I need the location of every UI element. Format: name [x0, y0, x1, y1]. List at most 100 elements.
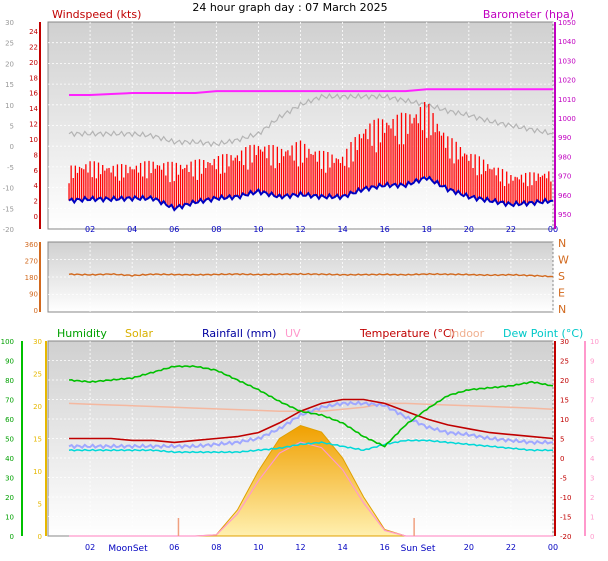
y-tick-label: 0	[34, 307, 38, 315]
y-tick-label: 4	[590, 455, 595, 463]
y-tick-label: 360	[25, 241, 38, 249]
x-tick-label: 08	[211, 543, 221, 552]
x-tick-label: 06	[169, 225, 179, 234]
y-tick-label: 1050	[558, 19, 576, 27]
barometer-label: Barometer (hpa)	[483, 8, 574, 21]
y-tick-label: 0	[34, 213, 38, 221]
x-tick-label: 12	[295, 225, 305, 234]
legend-temperature: Temperature (°C)	[359, 327, 455, 340]
y-tick-label: 30	[5, 19, 14, 27]
y-tick-label: 0	[10, 533, 14, 541]
y-tick-label: 2	[590, 494, 594, 502]
grey-temperature-line	[68, 92, 554, 148]
y-tick-label: 1000	[558, 115, 576, 123]
compass-label: W	[558, 254, 569, 267]
y-tick-label: 5	[10, 123, 14, 131]
y-tick-label: 25	[560, 358, 569, 366]
y-tick-label: 20	[5, 494, 14, 502]
x-tick-label: 00	[548, 225, 558, 234]
y-tick-label: 0	[590, 533, 594, 541]
wind-average-line	[68, 175, 554, 212]
y-tick-label: 30	[33, 338, 42, 346]
y-tick-label: 80	[5, 377, 14, 385]
x-tick-label: 02	[85, 543, 95, 552]
y-tick-label: 70	[5, 397, 14, 405]
x-tick-label: 14	[337, 543, 347, 552]
legend-rainfall: Rainfall (mm)	[202, 327, 276, 340]
y-tick-label: 10	[560, 416, 569, 424]
legend-dew-point: Dew Point (°C)	[503, 327, 583, 340]
y-tick-label: 20	[560, 377, 569, 385]
y-tick-label: -5	[560, 475, 567, 483]
legend-uv: UV	[285, 327, 301, 340]
y-tick-label: -20	[3, 226, 14, 234]
y-tick-label: 3	[590, 475, 594, 483]
y-tick-label: 970	[558, 173, 571, 181]
x-tick-label: 12	[295, 543, 305, 552]
y-tick-label: 1040	[558, 38, 576, 46]
legend-humidity: Humidity	[57, 327, 107, 340]
compass-label: N	[558, 237, 566, 250]
x-tick-label: 08	[211, 225, 221, 234]
windspeed-label: Windspeed (kts)	[52, 8, 141, 21]
y-tick-label: 1	[590, 514, 594, 522]
y-tick-label: 15	[33, 436, 42, 444]
y-tick-label: 4	[34, 182, 39, 190]
y-tick-label: 24	[29, 28, 38, 36]
y-tick-label: -15	[560, 514, 571, 522]
x-tick-label: 16	[380, 225, 390, 234]
y-tick-label: 10	[5, 102, 14, 110]
y-tick-label: 60	[5, 416, 14, 424]
y-tick-label: 1020	[558, 77, 576, 85]
y-tick-label: 7	[590, 397, 594, 405]
y-tick-label: 15	[5, 81, 14, 89]
y-tick-label: 990	[558, 134, 571, 142]
y-tick-label: -5	[7, 164, 14, 172]
y-tick-label: 960	[558, 192, 571, 200]
x-tick-label: 22	[506, 225, 516, 234]
y-tick-label: 270	[25, 258, 38, 266]
compass-label: E	[558, 287, 565, 300]
dew-point-line	[68, 439, 553, 454]
y-tick-label: 14	[29, 105, 38, 113]
x-tick-label: 10	[253, 225, 263, 234]
y-tick-label: 10	[5, 514, 14, 522]
y-tick-label: 30	[5, 475, 14, 483]
wind-direction-line	[68, 272, 554, 278]
y-tick-label: 15	[560, 397, 569, 405]
moonset-label: MoonSet	[108, 544, 148, 554]
y-tick-label: 10	[590, 338, 599, 346]
x-tick-label: 18	[422, 225, 432, 234]
compass-label: N	[558, 303, 566, 316]
y-tick-label: 2	[34, 198, 38, 206]
y-tick-label: 20	[33, 403, 42, 411]
y-tick-label: 8	[34, 151, 38, 159]
compass-label: S	[558, 270, 565, 283]
y-tick-label: -20	[560, 533, 571, 541]
y-tick-label: 5	[560, 436, 564, 444]
y-tick-label: 25	[5, 40, 14, 48]
x-tick-label: 20	[464, 225, 474, 234]
y-tick-label: 9	[590, 358, 594, 366]
y-tick-label: 8	[590, 377, 594, 385]
x-tick-label: 20	[464, 543, 474, 552]
y-tick-label: 30	[560, 338, 569, 346]
y-tick-label: 25	[33, 371, 42, 379]
x-tick-label: 06	[169, 543, 179, 552]
y-tick-label: -10	[560, 494, 571, 502]
y-tick-label: 5	[38, 501, 42, 509]
legend-indoor: Indoor	[449, 327, 485, 340]
x-tick-label: 04	[127, 225, 137, 234]
chart-title: 24 hour graph day : 07 March 2025	[192, 1, 387, 14]
y-tick-label: 0	[560, 455, 564, 463]
y-tick-label: 6	[34, 167, 39, 175]
y-tick-label: 40	[5, 455, 14, 463]
y-tick-label: 980	[558, 153, 571, 161]
y-tick-label: 180	[25, 274, 38, 282]
y-tick-label: 90	[29, 291, 38, 299]
y-tick-label: 18	[29, 74, 38, 82]
y-tick-label: 10	[33, 468, 42, 476]
y-tick-label: 1030	[558, 57, 576, 65]
y-tick-label: -10	[3, 185, 14, 193]
